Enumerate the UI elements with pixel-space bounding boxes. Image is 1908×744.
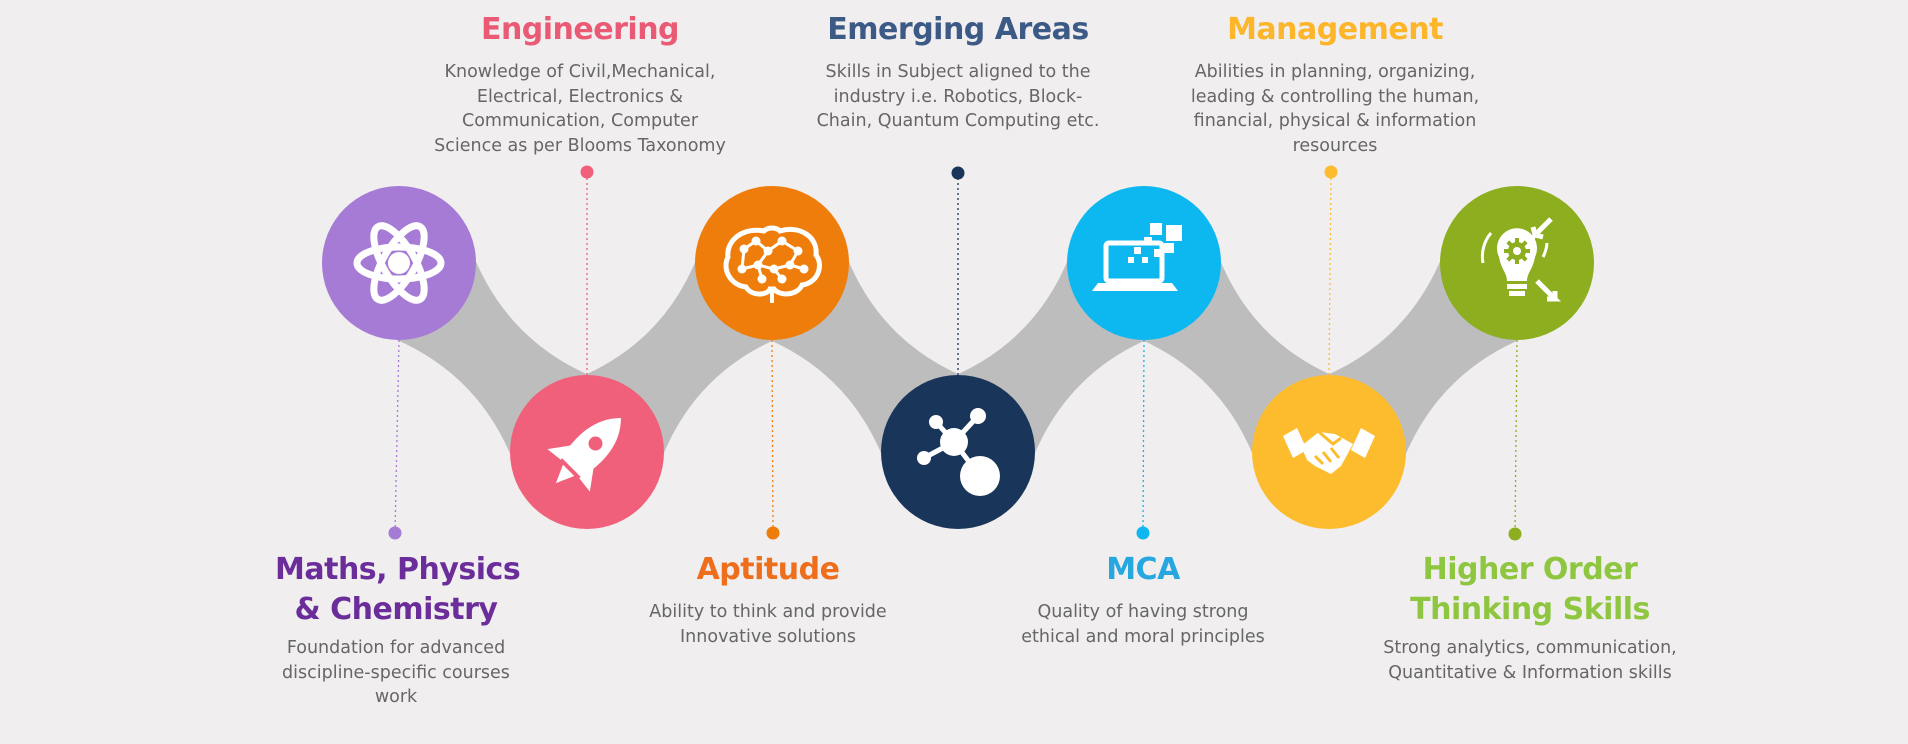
aptitude-circle [695,186,849,340]
mca-title-line-1: MCA [1106,552,1180,587]
hots-circle [1440,186,1594,340]
engineering-block: Engineering Knowledge of Civil,Mechanica… [430,10,730,158]
mca-description: Quality of having strong ethical and mor… [1003,600,1283,649]
engineering-description: Knowledge of Civil,Mechanical, Electrica… [430,60,730,158]
brain-circuit-icon [723,225,822,303]
engineering-circle [510,375,664,529]
maths-block: Maths, Physics & Chemistry Foundation fo… [275,550,521,710]
maths-desc-line-1: Foundation for advanced [286,638,506,658]
management-title: Management [1180,10,1490,50]
management-title-line-1: Management [1227,12,1443,47]
hots-desc-line-1: Strong analytics, communication, [1383,638,1677,658]
emerging-areas-desc-line-1: Skills in Subject aligned to the [825,62,1091,82]
higher-order-thinking-title: Higher Order Thinking Skills [1370,550,1690,630]
engineering-marker-dot [580,165,594,179]
engineering-desc-line-2: Electrical, Electronics & [476,86,684,107]
engineering-title: Engineering [430,10,730,50]
management-desc-line-3: financial, physical & information [1193,111,1477,131]
engineering-desc-line-3: Communication, Computer [461,111,699,131]
higher-order-thinking-block: Higher Order Thinking Skills Strong anal… [1370,550,1690,685]
management-desc-line-2: leading & controlling the human, [1190,86,1480,107]
idea-bulb-gear-icon [1480,217,1562,302]
hots-desc-line-2: Quantitative & Information skills [1388,662,1672,683]
aptitude-block: Aptitude Ability to think and provide In… [623,550,913,649]
network-nodes-icon [917,408,1000,496]
mca-title: MCA [1003,550,1283,590]
icon-circles [322,186,1594,529]
maths-title-line-2: & Chemistry [294,592,498,627]
higher-order-thinking-description: Strong analytics, communication, Quantit… [1370,636,1690,685]
hots-marker-dot [1508,527,1522,541]
mca-block: MCA Quality of having strong ethical and… [1003,550,1283,649]
mca-circle [1067,186,1221,340]
management-description: Abilities in planning, organizing, leadi… [1180,60,1490,158]
emerging-areas-description: Skills in Subject aligned to the industr… [808,60,1108,134]
maths-leader-line [394,339,400,534]
emerging-circle [881,375,1035,529]
engineering-desc-line-4: Science as per Blooms Taxonomy [434,135,726,156]
emerging-areas-block: Emerging Areas Skills in Subject aligned… [808,10,1108,134]
maths-circle [322,186,476,340]
emerging-marker-dot [951,166,965,180]
maths-marker-dot [388,526,402,540]
maths-title: Maths, Physics & Chemistry [275,550,521,630]
aptitude-title: Aptitude [623,550,913,590]
maths-description: Foundation for advanced discipline-speci… [275,636,517,710]
dotted-leader-lines [388,165,1522,541]
management-leader-line [1328,171,1332,376]
management-block: Management Abilities in planning, organi… [1180,10,1490,158]
emerging-areas-title: Emerging Areas [808,10,1108,50]
aptitude-desc-line-1: Ability to think and provide [649,602,887,622]
mca-desc-line-2: ethical and moral principles [1021,626,1265,647]
handshake-icon [1283,428,1375,474]
hots-title-line-1: Higher Order [1422,552,1638,587]
emerging-areas-desc-line-2: industry i.e. Robotics, Block- [833,86,1083,107]
management-desc-line-4: resources [1292,135,1378,156]
aptitude-title-line-1: Aptitude [696,552,840,587]
aptitude-description: Ability to think and provide Innovative … [623,600,913,649]
atom-icon [353,222,445,304]
management-marker-dot [1324,165,1338,179]
aptitude-leader-line [771,339,774,534]
aptitude-marker-dot [766,526,780,540]
engineering-desc-line-1: Knowledge of Civil,Mechanical, [444,62,716,82]
hots-leader-line [1514,339,1518,535]
mca-leader-line [1142,339,1145,534]
rocket-icon [547,418,621,492]
maths-title-line-1: Maths, Physics [275,552,521,587]
management-circle [1252,375,1406,529]
engineering-title-line-1: Engineering [480,12,680,47]
emerging-areas-title-line-1: Emerging Areas [827,12,1089,47]
maths-desc-line-3: work [374,687,418,707]
laptop-pixels-icon [1092,223,1182,291]
mca-marker-dot [1136,526,1150,540]
aptitude-desc-line-2: Innovative solutions [680,626,856,647]
emerging-areas-desc-line-3: Chain, Quantum Computing etc. [816,111,1100,131]
management-desc-line-1: Abilities in planning, organizing, [1194,62,1476,82]
hots-title-line-2: Thinking Skills [1410,592,1650,627]
maths-desc-line-2: discipline-specific courses [282,662,510,683]
mca-desc-line-1: Quality of having strong [1037,602,1249,622]
